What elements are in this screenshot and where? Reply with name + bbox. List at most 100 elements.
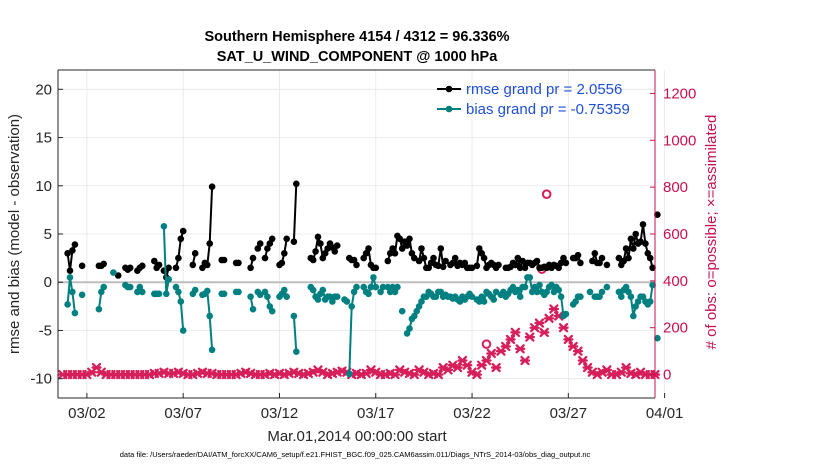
bias-point (333, 293, 341, 301)
bias-point (403, 330, 411, 337)
possible-point (541, 189, 552, 199)
rmse-point (175, 254, 182, 262)
rmse-point (646, 254, 654, 262)
x-tick-label: 03/27 (550, 405, 588, 422)
assimilated-point (563, 334, 574, 345)
assimilated-point (558, 323, 569, 333)
bias-point (165, 276, 172, 283)
rmse-point (473, 262, 481, 270)
rmse-point (591, 250, 599, 257)
rmse-point (461, 259, 469, 267)
rmse-point (372, 264, 380, 272)
rmse-point (396, 235, 404, 243)
bias-point (163, 290, 170, 298)
rmse-point (533, 257, 541, 265)
bias-point (204, 287, 211, 295)
rmse-point (283, 235, 291, 243)
rmse-point (365, 245, 372, 252)
series-layer (57, 180, 661, 380)
rmse-point (406, 235, 413, 243)
rmse-point (206, 240, 213, 247)
bias-point (370, 274, 377, 281)
rmse-point (620, 257, 627, 265)
bias-point (110, 269, 117, 276)
bias-point (480, 298, 488, 305)
rmse-point (411, 254, 418, 262)
bias-point (293, 348, 300, 356)
bias-point (415, 303, 423, 310)
rmse-point (235, 259, 242, 267)
bias-point (71, 309, 79, 317)
bias-point (247, 293, 254, 301)
bias-point (521, 283, 529, 291)
bias-point (630, 312, 637, 320)
legend-rmse-marker (445, 85, 453, 93)
footer-data-file: data file: /Users/raeder/DAI/ATM_forcXX/… (120, 450, 591, 459)
bias-point (175, 288, 182, 296)
bias-point (586, 288, 594, 296)
rmse-point (521, 264, 529, 272)
legend: rmse grand pr = 2.0556 bias grand pr = -0… (437, 81, 630, 118)
legend-bias-label: bias grand pr = -0.75359 (466, 101, 630, 118)
x-tick-label: 03/07 (164, 405, 202, 422)
rmse-point (630, 245, 637, 252)
rmse-point (247, 264, 254, 272)
bias-point (343, 298, 351, 305)
rmse-point (290, 238, 298, 245)
rmse-point (415, 257, 423, 265)
rmse-point (420, 254, 428, 262)
rmse-point (439, 263, 447, 271)
bias-point (603, 283, 611, 291)
rmse-point (495, 261, 502, 269)
rmse-point (577, 259, 584, 267)
bias-point (492, 288, 500, 296)
rmse-point (293, 180, 300, 188)
y2-tick-label: 1200 (663, 85, 696, 102)
assimilated-point (515, 344, 526, 354)
bias-point (654, 334, 661, 342)
assimilated-point (490, 362, 502, 373)
axes: -10 -5 0 5 10 15 20 03/02 03/07 03/12 03/17 03/22 03… (30, 69, 696, 422)
rmse-point (430, 254, 437, 262)
y2-tick-label: 200 (663, 320, 688, 337)
rmse-point (126, 264, 134, 272)
possible-point (481, 339, 492, 349)
rmse-point (199, 264, 206, 272)
assimilated-point (539, 327, 550, 338)
rmse-point (317, 240, 324, 247)
bias-point (348, 303, 356, 310)
rmse-point (574, 251, 582, 259)
y-tick-label: -5 (39, 322, 52, 339)
rmse-point (384, 257, 392, 265)
rmse-point (353, 261, 360, 269)
bias-point (468, 293, 476, 301)
assimilated-point (534, 318, 545, 328)
bias-point (533, 288, 541, 296)
bias-point (256, 291, 264, 299)
bias-point (526, 274, 534, 281)
rmse-point (264, 245, 271, 252)
rmse-line-segment (175, 230, 185, 269)
bias-point (160, 223, 168, 230)
rmse-point (437, 245, 445, 252)
rmse-point (254, 245, 262, 252)
rmse-point (425, 264, 433, 272)
chart-title: Southern Hemisphere 4154 / 4312 = 96.336… (204, 29, 509, 45)
rmse-point (654, 211, 661, 218)
rmse-point (139, 262, 146, 270)
rmse-point (451, 254, 459, 262)
rmse-point (66, 267, 74, 275)
bias-point (249, 305, 257, 313)
bias-point (649, 281, 656, 289)
bias-point (555, 286, 562, 294)
rmse-point (514, 254, 522, 262)
rmse-point (165, 264, 172, 272)
bias-point (126, 283, 134, 291)
bias-point (632, 303, 639, 310)
x-tick-label: 03/02 (68, 405, 106, 422)
assimilated-point (524, 332, 535, 342)
y2-tick-label: 600 (663, 226, 688, 243)
assimilated-point (433, 369, 444, 380)
rmse-point (261, 254, 269, 262)
bias-point (490, 296, 498, 303)
